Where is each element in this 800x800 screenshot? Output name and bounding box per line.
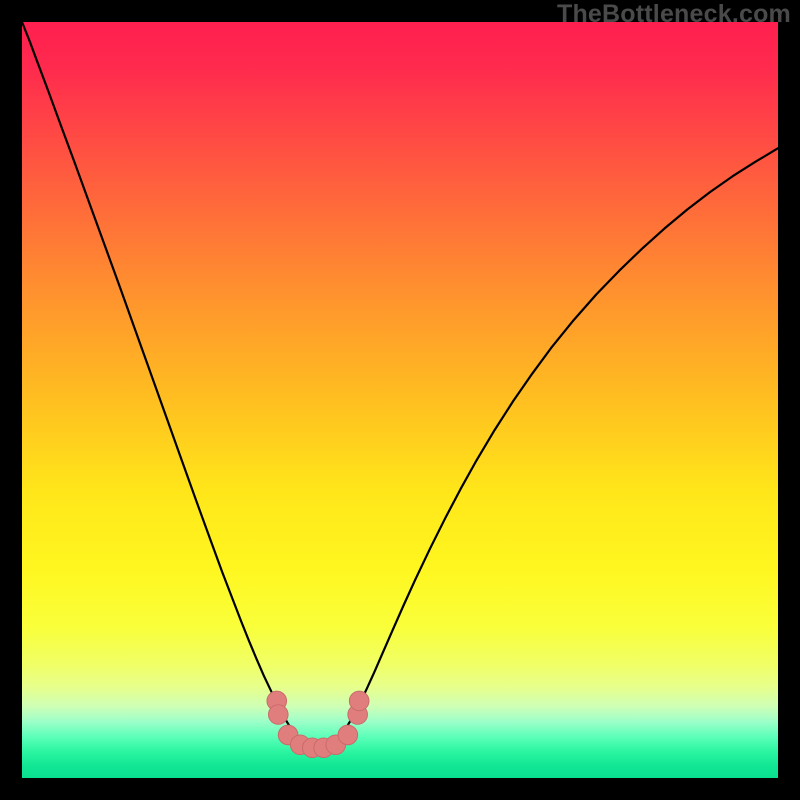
curve-layer	[22, 22, 778, 778]
marker-dot	[268, 705, 288, 725]
watermark-text: TheBottleneck.com	[557, 0, 791, 29]
plot-area	[22, 22, 778, 778]
curve-markers	[267, 691, 369, 757]
bottleneck-curve	[22, 22, 778, 748]
marker-dot	[349, 691, 369, 711]
marker-dot	[338, 725, 358, 745]
